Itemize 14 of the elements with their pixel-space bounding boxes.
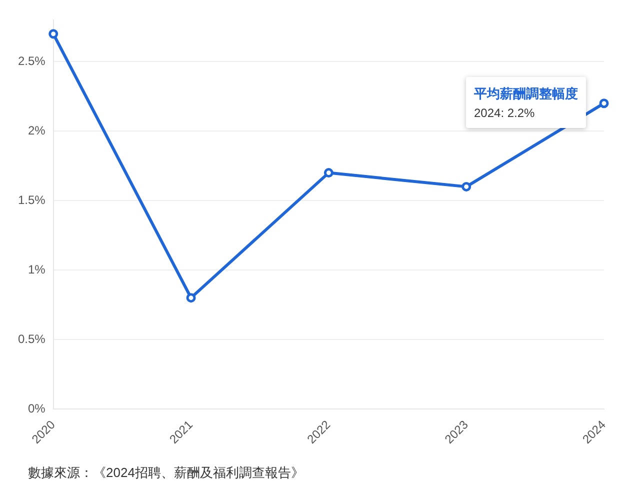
y-tick-label: 0.5%	[18, 332, 46, 346]
point	[48, 29, 58, 39]
point	[186, 293, 196, 303]
annotation: 2024: 2.2%	[474, 106, 536, 120]
y-tick-label: 0%	[28, 401, 46, 416]
text: 數據來源：《2024招聘、薪酬及福利調查報告》	[27, 464, 305, 482]
point	[462, 182, 472, 192]
y-tick-label: 1%	[28, 262, 46, 276]
series-label: 平均薪酬調整幅度	[474, 85, 578, 104]
point	[599, 98, 609, 108]
y-tick-label: 1.5%	[18, 192, 46, 207]
point	[324, 168, 334, 178]
y-tick-label: 2%	[28, 123, 46, 138]
y-tick-label: 2.5%	[18, 54, 46, 68]
